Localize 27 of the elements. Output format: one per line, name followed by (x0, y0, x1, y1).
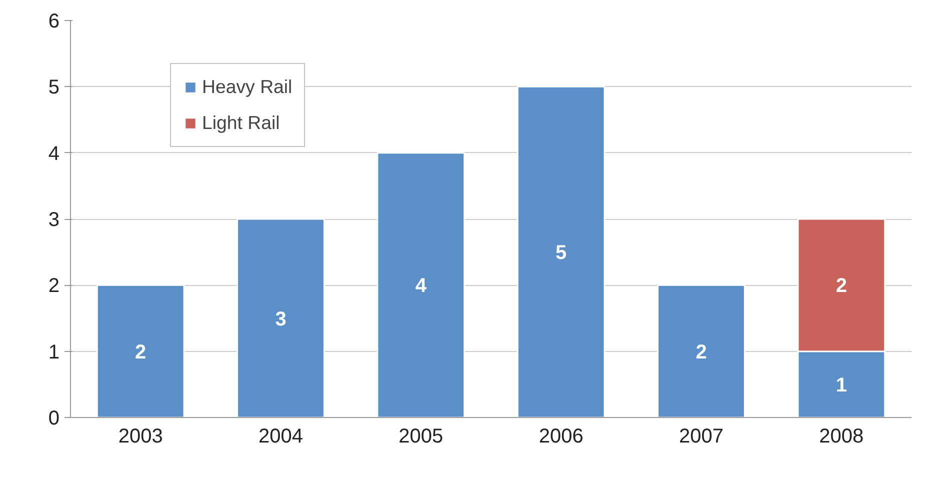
data-label: 3 (275, 308, 286, 330)
bar (236, 218, 325, 418)
data-label: 2 (135, 341, 146, 364)
y-tick-label: 2 (48, 275, 60, 298)
x-tick-label: 2005 (398, 426, 444, 448)
x-tick-label: 2007 (679, 426, 724, 448)
data-label: 5 (556, 242, 567, 264)
y-tick-label: 5 (48, 76, 60, 99)
data-label: 1 (836, 374, 847, 396)
bar (376, 152, 466, 418)
bar (657, 284, 746, 418)
bar (96, 284, 185, 418)
y-tick-label: 0 (48, 408, 60, 430)
y-tick-label: 6 (48, 10, 60, 32)
x-tick-label: 2003 (118, 426, 163, 448)
data-label: 2 (696, 341, 707, 364)
y-tick-label: 3 (48, 209, 60, 231)
y-tick-label: 1 (48, 341, 60, 364)
y-tick-label: 4 (48, 142, 60, 165)
legend-label: Heavy Rail (202, 76, 292, 98)
bar (516, 86, 606, 418)
data-label: 4 (415, 275, 428, 298)
x-tick-label: 2004 (258, 426, 304, 448)
legend-label: Light Rail (202, 112, 280, 134)
x-tick-label: 2008 (819, 426, 864, 448)
data-label: 2 (836, 275, 847, 298)
x-tick-label: 2006 (538, 426, 584, 448)
